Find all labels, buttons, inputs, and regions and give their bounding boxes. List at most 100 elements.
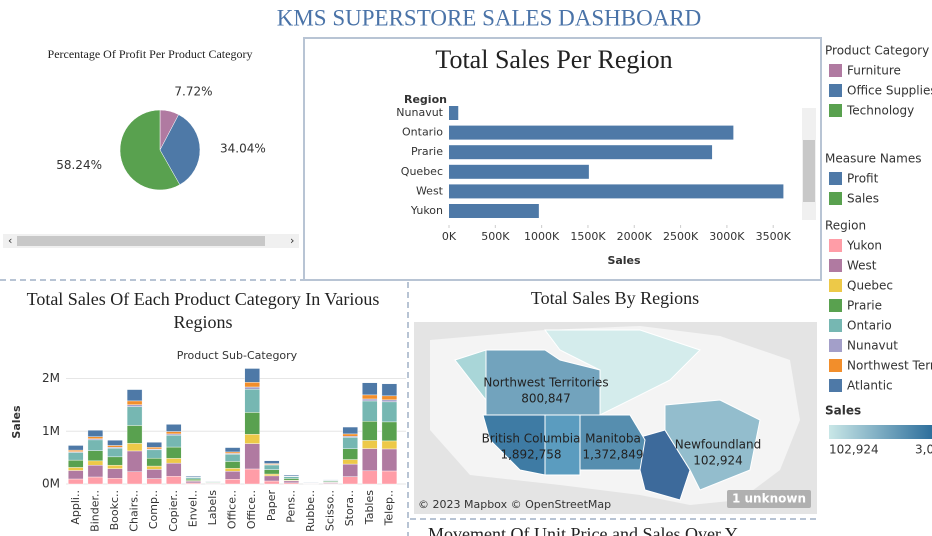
bar-segment [87,450,104,462]
region-name: Newfoundland [675,438,761,452]
scroll-left[interactable]: ‹ [8,234,12,247]
bar-segment [224,453,241,462]
x-tick-label: 500K [481,230,510,243]
legend-swatch [829,259,842,272]
legend-swatch [829,104,842,117]
legend-label: Technology [846,104,914,118]
bar [449,145,713,160]
x-tick-label: Stora.. [343,490,356,526]
bar-segment [107,439,123,446]
bar-segment [381,395,398,401]
bar-segment [146,447,162,450]
bar-segment [185,475,202,478]
legend-label: Atlantic [847,379,893,393]
bar-segment [362,394,378,400]
data-label: 58.24% [56,158,102,172]
bar-segment [87,430,104,437]
bar-segment [126,443,143,452]
bar-segment [244,412,260,435]
bar-segment [68,467,84,471]
bar-segment [342,426,358,435]
legend-swatch [829,64,842,77]
y-tick-label: 2M [42,371,60,385]
bar-segment [107,468,123,479]
y-tick-label: Prarie [411,145,443,158]
x-tick-label: Pens.. [284,490,297,523]
region-value: 800,847 [521,392,571,406]
x-tick-label: 0K [442,230,457,243]
bar-segment [68,445,84,451]
region-name: Manitoba [585,432,641,446]
x-tick-label: Appli.. [69,490,82,525]
next-chart-title: Movement Of Unit Price and Sales Over Y [428,524,738,536]
x-tick-label: Office.. [226,490,239,529]
legend-label: Ontario [847,319,892,333]
bar-segment [224,461,241,469]
bar-segment [244,386,260,390]
legend-label: West [847,259,877,273]
x-tick-label: Binder.. [88,490,101,532]
bar-segment [283,476,300,479]
bar-segment [107,456,123,466]
bar-segment [362,448,378,472]
y-tick-label: West [416,184,444,197]
y-tick-label: 0M [42,477,60,491]
pie-title: Percentage Of Profit Per Product Categor… [48,47,253,61]
x-tick-label: 1000K [524,230,560,243]
legend-swatch [829,319,842,332]
badge-text[interactable]: 1 unknown [732,492,806,506]
legend-title: Measure Names [825,152,921,166]
scroll-thumb[interactable] [803,140,815,202]
bar-segment [87,439,104,451]
bar-segment [68,459,84,468]
x-tick-label: Comp.. [147,490,160,529]
bar-segment [68,478,84,485]
scroll-thumb[interactable] [17,236,265,246]
bar-segment [87,436,104,440]
legend-swatch [829,192,842,205]
bar-segment [146,465,162,470]
bar-segment [166,434,182,448]
bar-segment [244,368,260,383]
legend-label: Office Supplies [847,84,932,98]
bar-segment [342,433,358,437]
legend-label: Sales [847,192,879,206]
bar-segment [342,448,358,460]
map-region [482,414,546,476]
x-axis-title: Sales [607,254,641,267]
x-tick-label: Telep.. [382,490,395,526]
bar [449,204,539,218]
bar-segment [68,452,84,461]
scroll-right[interactable]: › [290,234,294,247]
map-title: Total Sales By Regions [531,288,699,308]
badge[interactable] [727,490,811,508]
bar-segment [264,469,280,475]
bar [449,106,459,120]
y-tick-label: Quebec [401,165,443,178]
y-tick-label: 1M [42,424,60,438]
bar-segment [185,477,202,480]
map-region [544,329,701,416]
bar-segment [381,470,398,485]
map-region [579,414,646,471]
legend-label: Prarie [847,299,882,313]
bar [449,125,734,140]
bar-segment [264,473,280,477]
legend-title: Region [825,219,866,233]
dashboard-title: KMS SUPERSTORE SALES DASHBOARD [277,5,702,30]
bar-segment [244,389,260,413]
region-value: 1,892,758 [500,448,561,462]
bar-segment [244,382,260,388]
bar-segment [68,449,84,452]
bar-segment [362,470,378,485]
bar-segment [87,464,104,478]
y-axis-title: Region [404,93,447,106]
bar-segment [166,476,182,485]
bar-segment [283,480,300,484]
scale-min: 102,924 [829,443,879,457]
region-name: British Columbia [482,432,581,446]
legend-label: Nunavut [847,339,898,353]
bar-segment [185,481,202,484]
